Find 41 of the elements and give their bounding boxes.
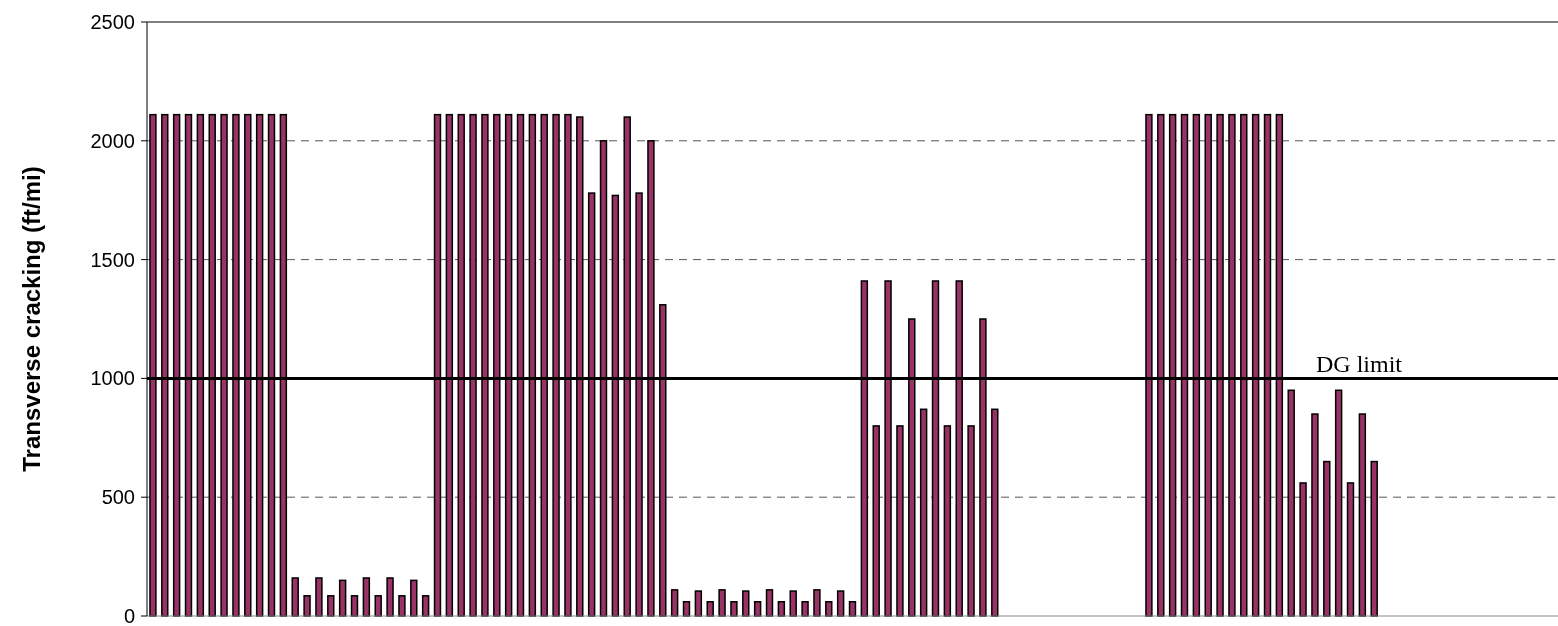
bar (730, 600, 738, 617)
bar (967, 425, 975, 617)
bar (1358, 413, 1367, 617)
bar (1334, 389, 1343, 617)
bar (386, 577, 394, 617)
ref-line-label: DG limit (1316, 351, 1403, 378)
bar (327, 595, 335, 617)
bar (1299, 482, 1307, 617)
bar (410, 579, 418, 617)
bar (825, 600, 833, 617)
y-tick-label: 2000 (90, 129, 135, 152)
bar (801, 600, 809, 617)
bar (919, 408, 928, 617)
bar (315, 577, 323, 617)
bar (1311, 413, 1319, 617)
y-tick-label: 1500 (90, 248, 135, 271)
bar (991, 408, 999, 617)
bar (813, 589, 821, 617)
y-tick-label: 500 (101, 486, 135, 509)
bar (303, 595, 311, 617)
bar (896, 425, 904, 617)
bar (718, 589, 726, 617)
bar (1370, 460, 1378, 617)
y-tick-label: 1000 (90, 367, 135, 390)
bar (398, 595, 406, 617)
bar (765, 589, 774, 617)
bar (362, 577, 371, 617)
bar (872, 425, 880, 617)
bar (1287, 389, 1295, 617)
bar (836, 590, 845, 617)
bar (742, 590, 750, 617)
y-tick-label: 2500 (90, 11, 135, 33)
bar (1346, 482, 1355, 617)
bar (694, 590, 703, 617)
y-tick-label: 0 (123, 605, 135, 626)
bar (1323, 460, 1331, 617)
bar (943, 425, 952, 617)
bar (291, 577, 299, 617)
y-axis-title: Transverse cracking (ft/mi) (18, 166, 45, 472)
bar (789, 590, 797, 617)
bar (670, 589, 679, 617)
